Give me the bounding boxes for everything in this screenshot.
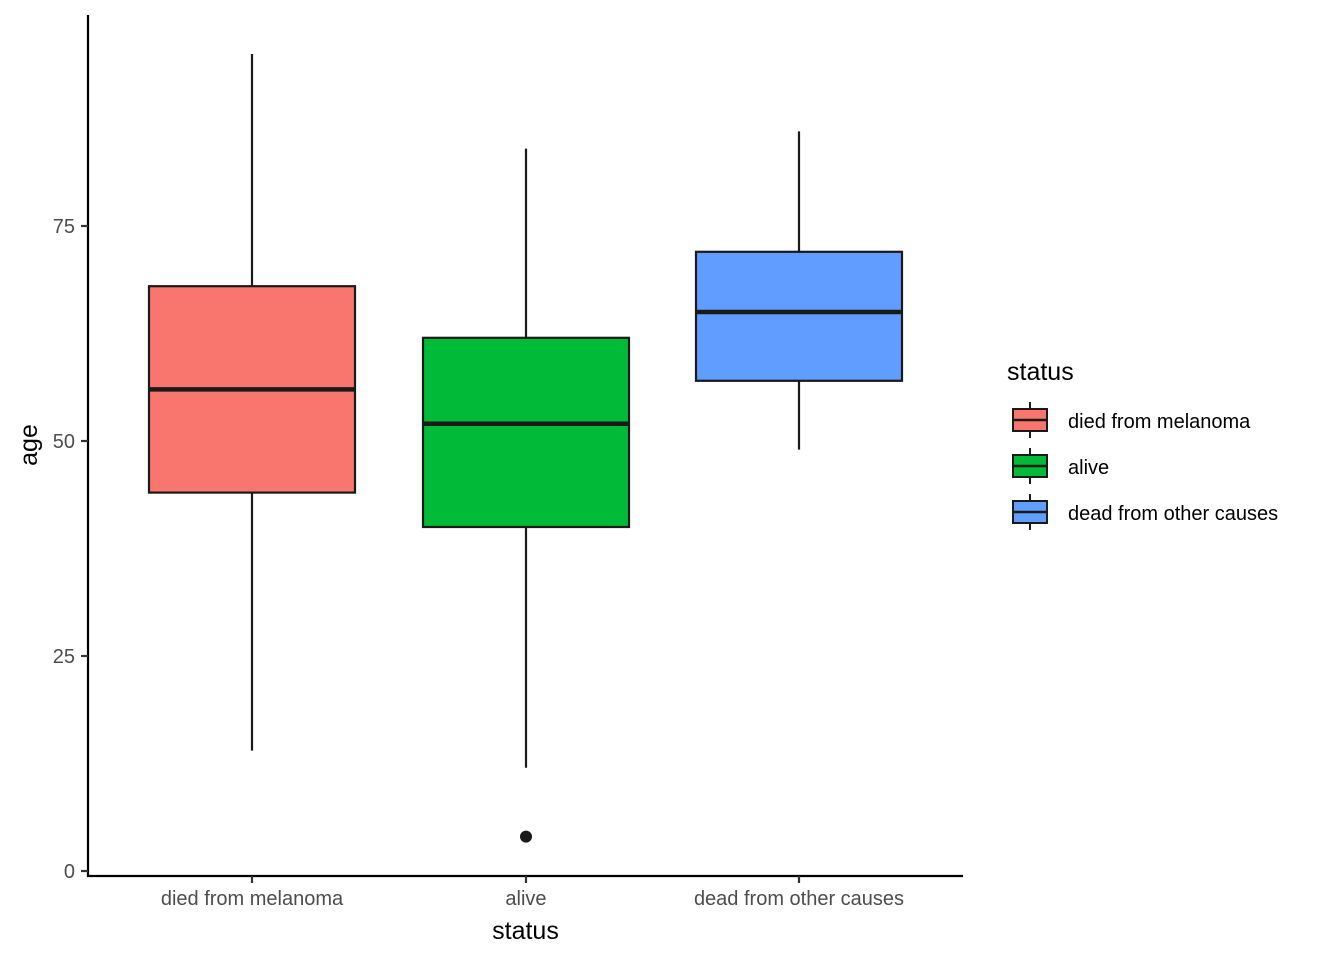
x-tick-label: alive [505,888,546,910]
y-axis-title: age [15,424,43,466]
y-ticks: 0 25 50 75 [53,216,88,883]
legend-item: died from melanoma [1012,402,1251,438]
box-1 [147,54,357,751]
legend: status died from melanoma alive dead from … [1007,358,1278,530]
legend-items: died from melanoma alive dead from other c… [1012,402,1278,530]
legend-label: alive [1068,457,1109,479]
legend-title: status [1007,358,1074,386]
box-body [694,250,904,382]
x-tick-label: died from melanoma [161,888,344,910]
legend-label: died from melanoma [1068,411,1251,433]
x-ticks: died from melanoma alive dead from other c… [161,876,904,910]
y-tick-label: 0 [64,861,75,883]
plot-area [147,54,904,843]
y-tick-label: 25 [53,646,75,668]
legend-label: dead from other causes [1068,503,1278,525]
outlier-point [520,830,532,843]
x-axis-title: status [492,917,559,945]
x-tick-label: dead from other causes [694,888,904,910]
box-body [421,336,631,529]
box-3 [694,131,904,450]
legend-item: dead from other causes [1012,494,1278,530]
legend-item: alive [1012,448,1109,484]
y-tick-label: 50 [53,431,75,453]
y-tick-label: 75 [53,216,75,238]
box-2 [421,148,631,843]
